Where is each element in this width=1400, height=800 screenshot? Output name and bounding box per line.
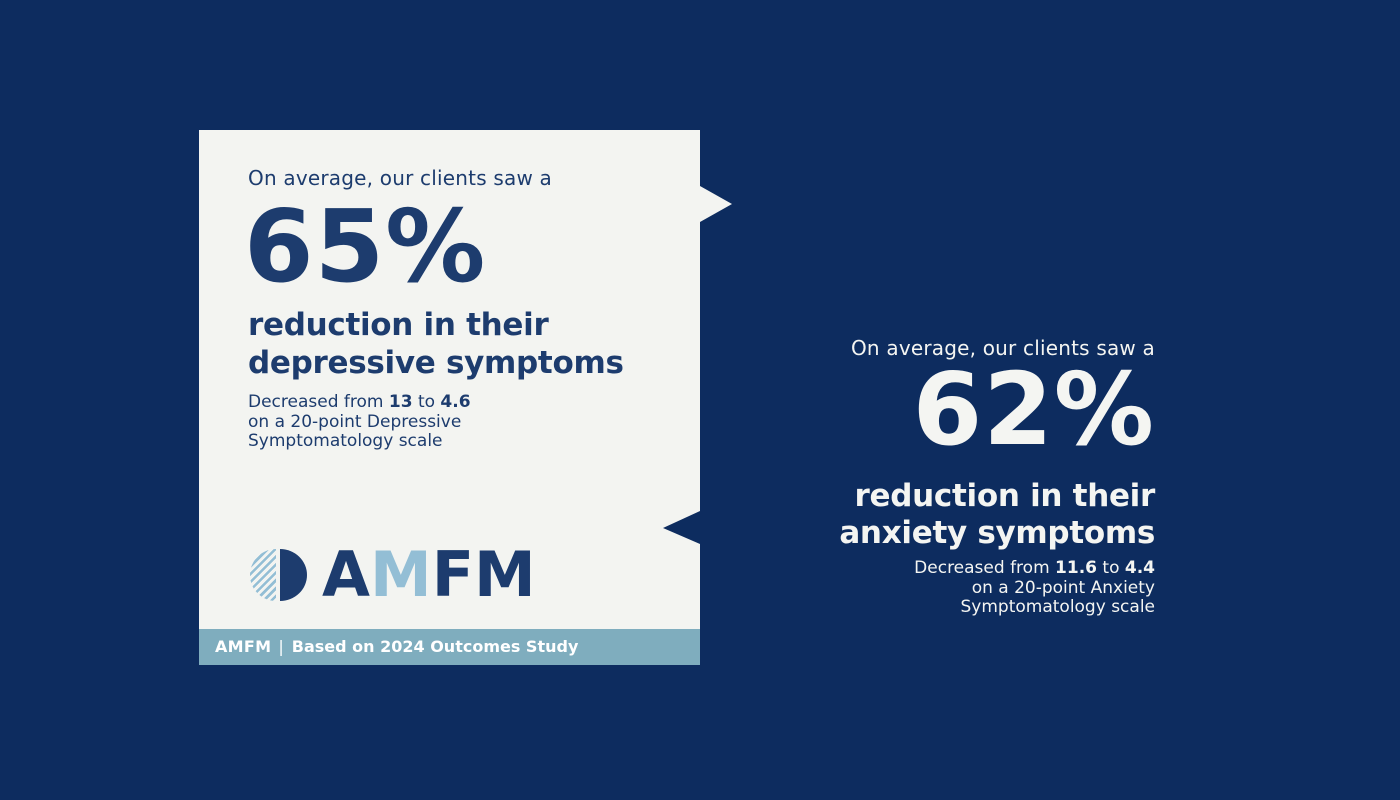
- anxiety-detail-text: Decreased from 11.6 to 4.4 on a 20-point …: [685, 558, 1156, 618]
- anxiety-detail-line-2: on a 20-point Anxiety: [971, 577, 1155, 598]
- depression-detail-text: Decreased from 13 to 4.6 on a 20-point De…: [248, 392, 471, 452]
- logo-solid-half-icon: [280, 549, 307, 601]
- anxiety-heading: reduction in their anxiety symptoms: [685, 478, 1155, 552]
- amfm-logo-icon: [250, 549, 307, 601]
- detail-line-2: on a 20-point Depressive: [248, 411, 462, 432]
- anxiety-stat-block: On average, our clients saw a 62% reduct…: [685, 336, 1155, 618]
- card-notch-icon: [663, 511, 700, 544]
- anxiety-detail-lead: Decreased from: [914, 558, 1056, 578]
- anxiety-detail-line-3: Symptomatology scale: [960, 597, 1156, 617]
- wordmark-letter-f: F: [431, 538, 475, 611]
- depression-heading-line-1: reduction in their: [248, 307, 549, 343]
- detail-from-score: 13: [388, 392, 413, 412]
- logo-striped-half-icon: [250, 549, 276, 601]
- depression-heading: reduction in their depressive symptoms: [248, 306, 624, 382]
- card-speech-tail-icon: [700, 186, 732, 222]
- card-footer-bar: AMFM | Based on 2024 Outcomes Study: [199, 629, 700, 665]
- anxiety-heading-line-1: reduction in their: [854, 478, 1156, 514]
- anxiety-stat-value: 62%: [912, 351, 1155, 468]
- detail-line-3: Symptomatology scale: [248, 431, 443, 451]
- anxiety-intro-text: On average, our clients saw a: [850, 336, 1155, 360]
- depression-heading-line-2: depressive symptoms: [248, 345, 624, 381]
- wordmark-letter-m1: M: [369, 538, 432, 611]
- anxiety-detail-to-score: 4.4: [1124, 558, 1155, 578]
- wordmark-letter-m2: M: [474, 538, 536, 611]
- anxiety-heading-line-2: anxiety symptoms: [839, 515, 1155, 551]
- card-intro-text: On average, our clients saw a: [248, 166, 553, 190]
- depression-stat-value: 65%: [244, 188, 487, 305]
- anxiety-detail-from-score: 11.6: [1055, 558, 1097, 578]
- anxiety-detail-mid: to: [1097, 558, 1125, 578]
- footer-separator: |: [278, 637, 284, 656]
- amfm-wordmark: AMFM: [322, 544, 536, 606]
- footer-source-text: Based on 2024 Outcomes Study: [291, 637, 579, 656]
- footer-brand-label: AMFM: [215, 637, 272, 656]
- wordmark-letter-a: A: [322, 538, 370, 611]
- detail-mid: to: [412, 392, 441, 412]
- detail-to-score: 4.6: [440, 392, 471, 412]
- detail-lead: Decreased from: [248, 392, 389, 412]
- depression-stat-card: On average, our clients saw a 65% reduct…: [199, 130, 700, 665]
